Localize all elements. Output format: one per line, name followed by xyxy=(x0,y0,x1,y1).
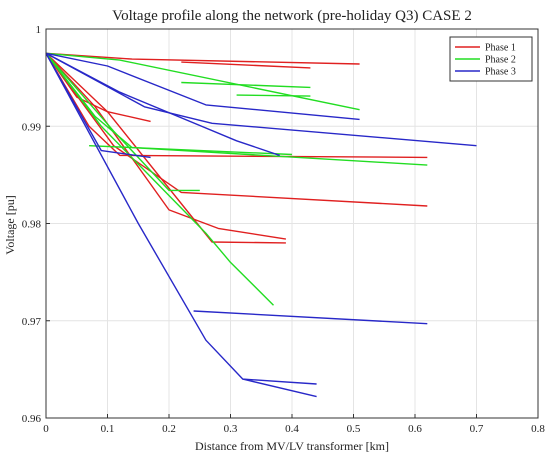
series-line xyxy=(45,52,287,240)
y-tick-label: 0.97 xyxy=(22,316,42,328)
y-tick-label: 0.99 xyxy=(22,121,42,133)
x-tick-label: 0.5 xyxy=(347,423,361,435)
series-line xyxy=(45,52,360,121)
series-line xyxy=(45,52,477,147)
series-line xyxy=(45,52,286,244)
series-line xyxy=(193,310,428,325)
series-line xyxy=(45,52,280,157)
x-tick-label: 0 xyxy=(43,423,49,435)
series-phase-3 xyxy=(45,52,477,398)
series-line xyxy=(45,52,360,65)
y-tick-label: 0.96 xyxy=(22,413,42,425)
axis-ticks: 0 0.1 0.2 0.3 0.4 0.5 0.6 0.7 0.8 0.96 0.97 0.98 0.9… xyxy=(22,24,546,435)
legend-entry: Phase 1 xyxy=(485,43,516,54)
series-line xyxy=(242,378,317,398)
legend-entry: Phase 3 xyxy=(485,67,516,78)
x-tick-label: 0.7 xyxy=(470,423,484,435)
x-tick-label: 0.1 xyxy=(101,423,115,435)
series-line xyxy=(45,52,317,385)
x-tick-label: 0.8 xyxy=(531,423,545,435)
series-lines xyxy=(45,52,477,398)
series-line xyxy=(89,145,293,156)
x-tick-label: 0.2 xyxy=(162,423,176,435)
series-line xyxy=(45,52,151,159)
series-line xyxy=(181,81,311,89)
y-axis-label: Voltage [pu] xyxy=(3,195,17,254)
y-tick-label: 0.98 xyxy=(22,219,42,231)
series-line xyxy=(45,52,360,111)
x-tick-label: 0.6 xyxy=(408,423,422,435)
chart-title: Voltage profile along the network (pre-h… xyxy=(112,8,472,24)
series-line xyxy=(181,61,311,69)
legend-entry: Phase 2 xyxy=(485,55,516,66)
x-tick-label: 0.3 xyxy=(224,423,238,435)
series-line xyxy=(45,52,428,207)
x-tick-label: 0.4 xyxy=(285,423,299,435)
grid-lines xyxy=(46,29,538,418)
series-line xyxy=(45,52,274,306)
y-tick-label: 1 xyxy=(36,24,42,36)
x-axis-label: Distance from MV/LV transformer [km] xyxy=(195,439,389,453)
series-phase-2 xyxy=(45,52,428,306)
series-line xyxy=(236,94,311,97)
series-line xyxy=(45,52,200,192)
